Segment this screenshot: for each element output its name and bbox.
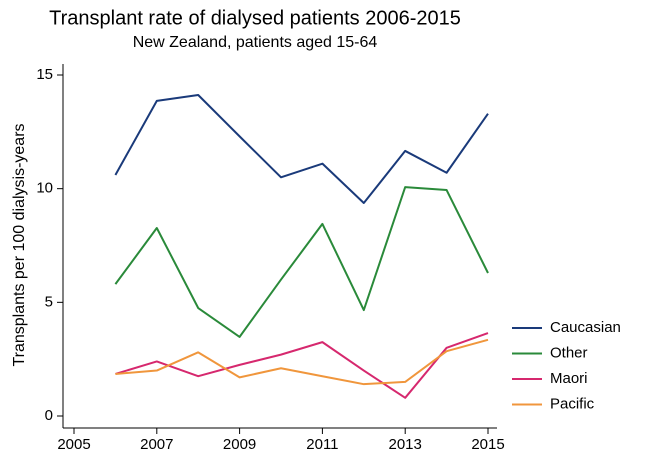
legend-label: Pacific <box>550 395 595 412</box>
chart-title: Transplant rate of dialysed patients 200… <box>49 7 461 29</box>
y-tick-label: 5 <box>45 293 53 310</box>
x-tick-label: 2011 <box>306 436 338 453</box>
legend-label: Other <box>550 344 588 361</box>
x-tick-label: 2009 <box>223 436 256 453</box>
y-tick-label: 10 <box>36 180 53 197</box>
x-tick-label: 2015 <box>471 436 504 453</box>
x-tick-label: 2005 <box>57 436 90 453</box>
y-tick-label: 0 <box>45 407 53 424</box>
legend-label: Caucasian <box>550 319 621 336</box>
chart-subtitle: New Zealand, patients aged 15-64 <box>133 34 378 51</box>
x-tick-label: 2007 <box>140 436 173 453</box>
series-line <box>115 332 489 399</box>
x-tick-label: 2013 <box>389 436 422 453</box>
series-line <box>114 186 489 338</box>
series-line <box>114 94 489 204</box>
legend-label: Maori <box>550 370 588 387</box>
y-axis-label: Transplants per 100 dialysis-years <box>11 123 28 366</box>
series-line <box>115 338 489 386</box>
y-tick-label: 15 <box>36 66 53 83</box>
